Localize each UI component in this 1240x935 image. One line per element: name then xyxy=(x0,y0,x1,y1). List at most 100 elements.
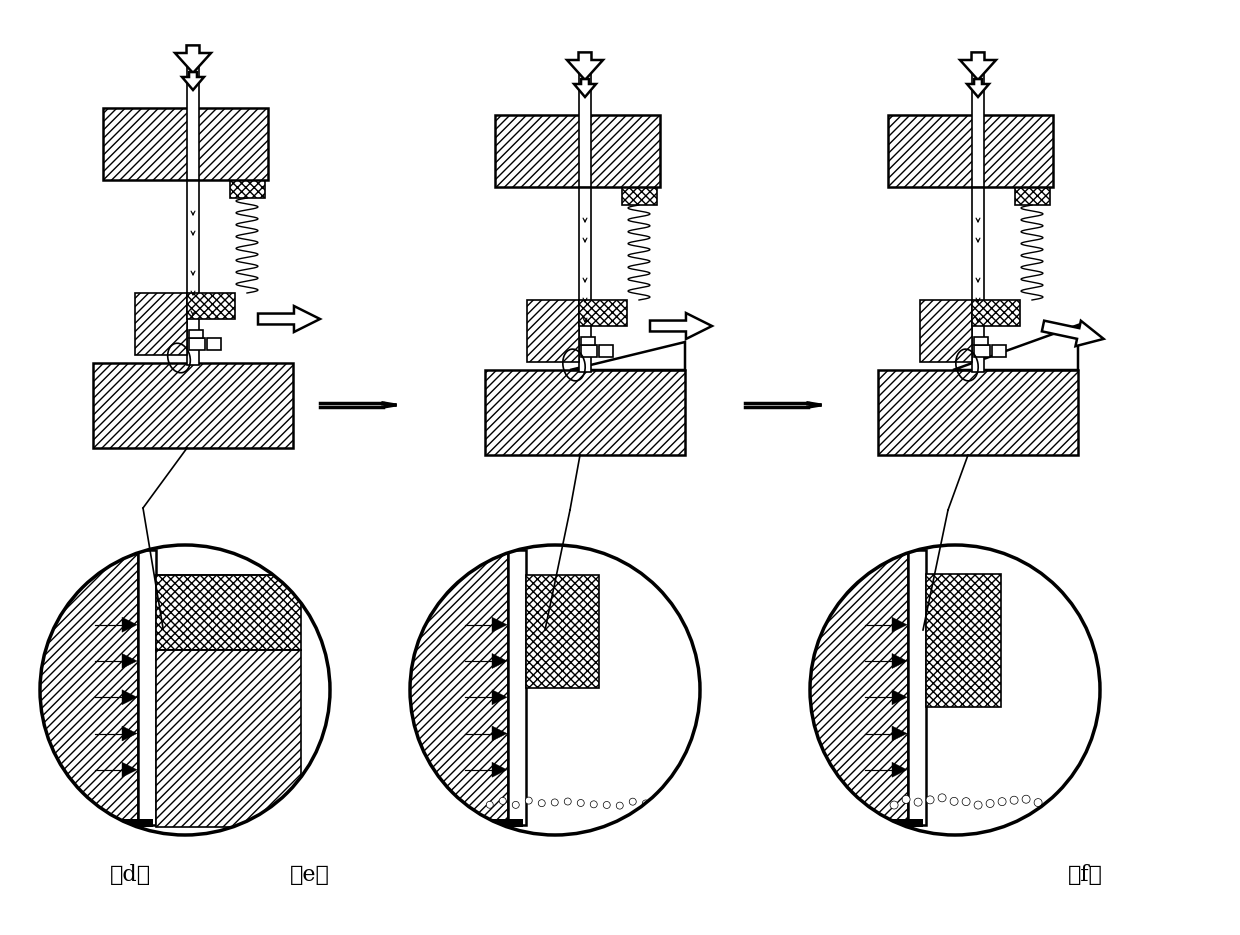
Circle shape xyxy=(1070,795,1078,802)
Bar xyxy=(973,337,988,345)
Circle shape xyxy=(1034,798,1042,807)
Polygon shape xyxy=(892,617,906,632)
Bar xyxy=(599,345,613,357)
Text: （e）: （e） xyxy=(290,864,330,886)
Circle shape xyxy=(998,798,1006,806)
Polygon shape xyxy=(960,52,996,80)
Bar xyxy=(93,363,293,448)
Circle shape xyxy=(629,798,636,805)
Circle shape xyxy=(564,798,572,805)
Polygon shape xyxy=(492,762,507,777)
Polygon shape xyxy=(122,726,136,741)
Circle shape xyxy=(1022,796,1030,803)
Bar xyxy=(579,162,591,372)
Bar xyxy=(973,345,990,357)
Circle shape xyxy=(655,801,662,809)
Circle shape xyxy=(616,802,624,809)
Circle shape xyxy=(1058,799,1066,807)
Polygon shape xyxy=(892,654,906,669)
Bar xyxy=(187,293,236,319)
Circle shape xyxy=(939,794,946,802)
Bar xyxy=(579,300,627,326)
Circle shape xyxy=(552,798,558,806)
Bar xyxy=(508,550,526,825)
Bar xyxy=(972,162,985,372)
Polygon shape xyxy=(574,79,596,97)
Polygon shape xyxy=(182,72,205,90)
Bar xyxy=(920,300,972,362)
Circle shape xyxy=(962,798,970,806)
Bar xyxy=(972,65,985,187)
Polygon shape xyxy=(892,762,906,777)
Circle shape xyxy=(810,545,1100,835)
Bar xyxy=(526,575,599,688)
Polygon shape xyxy=(892,726,906,741)
Polygon shape xyxy=(122,690,136,705)
Polygon shape xyxy=(650,313,712,339)
Circle shape xyxy=(538,799,546,807)
Bar xyxy=(810,545,908,835)
Polygon shape xyxy=(258,306,320,332)
Bar xyxy=(207,338,221,350)
Bar xyxy=(410,545,508,835)
Bar xyxy=(1016,187,1050,205)
Text: （f）: （f） xyxy=(1068,864,1102,886)
Bar xyxy=(582,337,595,345)
Polygon shape xyxy=(567,52,603,80)
Circle shape xyxy=(890,801,898,809)
Polygon shape xyxy=(122,762,136,777)
Bar xyxy=(579,65,591,187)
Bar xyxy=(926,574,1002,707)
Circle shape xyxy=(914,798,923,806)
Polygon shape xyxy=(1042,321,1104,346)
Polygon shape xyxy=(954,325,1078,370)
Circle shape xyxy=(986,799,994,808)
Polygon shape xyxy=(492,690,507,705)
Bar xyxy=(972,300,1021,326)
Bar xyxy=(495,115,660,187)
Bar xyxy=(415,819,523,827)
Bar xyxy=(103,108,268,180)
Circle shape xyxy=(1047,801,1054,809)
Bar xyxy=(156,650,301,827)
Circle shape xyxy=(1011,797,1018,804)
Circle shape xyxy=(410,545,701,835)
Bar xyxy=(40,545,138,835)
Polygon shape xyxy=(122,654,136,669)
Polygon shape xyxy=(492,654,507,669)
Bar xyxy=(45,819,153,827)
Circle shape xyxy=(642,800,650,807)
Polygon shape xyxy=(492,726,507,741)
Circle shape xyxy=(40,545,330,835)
Bar xyxy=(908,550,926,825)
Polygon shape xyxy=(967,79,990,97)
Circle shape xyxy=(526,798,532,804)
Polygon shape xyxy=(122,617,136,632)
Text: （d）: （d） xyxy=(109,864,150,886)
Circle shape xyxy=(975,801,982,809)
Polygon shape xyxy=(175,46,211,73)
Bar xyxy=(135,293,187,355)
Bar xyxy=(992,345,1006,357)
Bar xyxy=(527,300,579,362)
Circle shape xyxy=(903,796,910,803)
Polygon shape xyxy=(492,617,507,632)
Bar xyxy=(229,180,265,198)
Circle shape xyxy=(500,798,506,804)
Bar xyxy=(188,338,205,350)
Bar xyxy=(485,370,684,455)
Bar xyxy=(878,370,1078,455)
Bar xyxy=(582,345,596,357)
Bar xyxy=(138,550,156,825)
Circle shape xyxy=(486,801,494,808)
Circle shape xyxy=(590,800,598,808)
Bar xyxy=(815,819,923,827)
Bar xyxy=(622,187,657,205)
Bar xyxy=(187,155,198,365)
Circle shape xyxy=(512,801,520,809)
Circle shape xyxy=(578,799,584,807)
Bar xyxy=(188,330,203,338)
Bar xyxy=(156,575,301,650)
Circle shape xyxy=(603,801,610,809)
Bar xyxy=(187,58,198,180)
